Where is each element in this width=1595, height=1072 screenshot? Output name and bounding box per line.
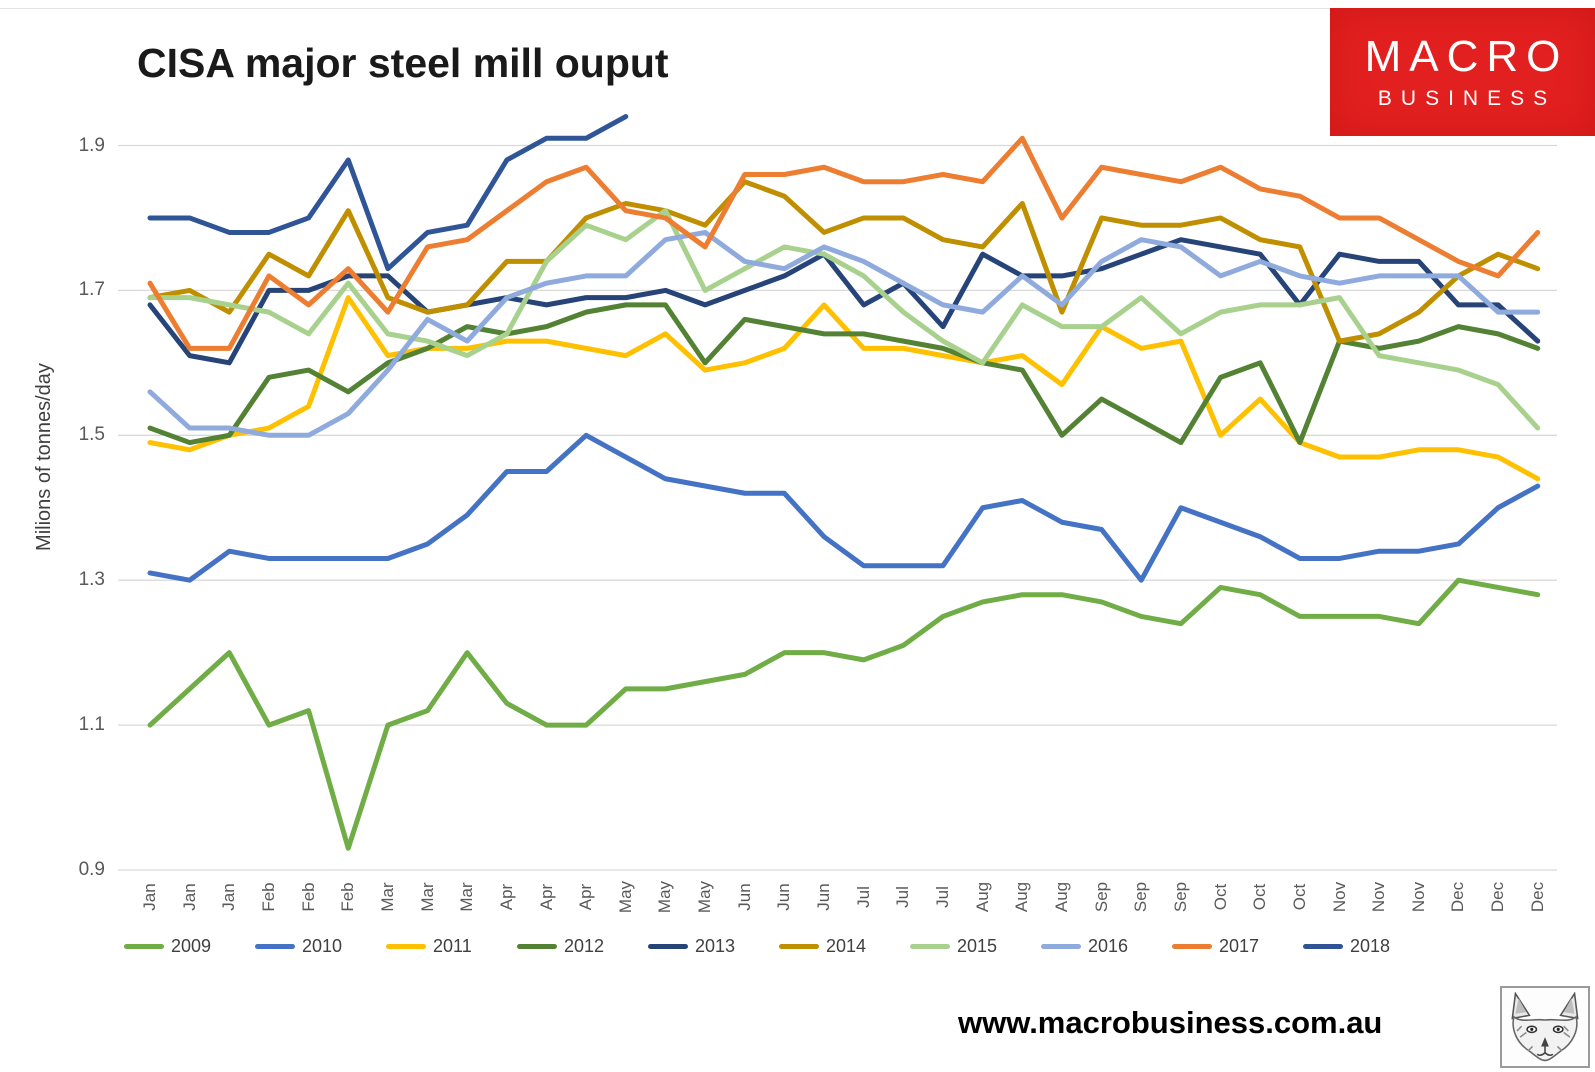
- y-tick-label: 0.9: [78, 859, 105, 880]
- legend-swatch-2018: [1303, 944, 1343, 949]
- x-tick-label: Nov: [1408, 881, 1428, 913]
- macrobusiness-logo: MACRO BUSINESS: [1330, 8, 1595, 136]
- legend-item-2014: 2014: [779, 936, 910, 957]
- x-tick-label: Nov: [1329, 881, 1349, 913]
- x-tick-label: Apr: [496, 883, 516, 911]
- legend-swatch-2012: [517, 944, 557, 949]
- series-line-2010: [147, 432, 1541, 583]
- top-divider: [0, 8, 1595, 9]
- x-tick-label: Jan: [140, 883, 159, 911]
- series-line-2018: [147, 114, 629, 272]
- series-line-2017: [147, 135, 1541, 351]
- legend-label: 2013: [695, 936, 736, 956]
- legend-swatch-2010: [255, 944, 295, 949]
- y-tick-label: 1.3: [78, 569, 105, 591]
- legend-swatch-2011: [386, 944, 426, 949]
- legend-swatch-2013: [648, 944, 688, 949]
- x-tick-label: Feb: [298, 882, 318, 912]
- x-tick-label: Jun: [774, 883, 794, 911]
- x-tick-label: Jul: [933, 886, 952, 908]
- legend-item-2013: 2013: [648, 936, 779, 957]
- x-tick-label: Jul: [853, 886, 873, 908]
- legend-label: 2010: [302, 936, 343, 956]
- x-tick-label: Jul: [893, 886, 913, 908]
- legend-swatch-2015: [910, 944, 950, 949]
- legend-item-2012: 2012: [517, 936, 648, 957]
- x-tick-label: Oct: [1210, 883, 1230, 911]
- series-line-2011: [147, 295, 1541, 482]
- x-tick-label: Oct: [1250, 883, 1270, 911]
- x-tick-label: Sep: [1091, 881, 1111, 913]
- series-line-2012: [147, 302, 1541, 446]
- x-tick-label: Feb: [338, 882, 358, 912]
- logo-text-business: BUSINESS: [1377, 87, 1557, 110]
- legend-swatch-2009: [124, 944, 164, 949]
- footer-url: www.macrobusiness.com.au: [958, 1005, 1383, 1040]
- x-tick-label: Aug: [972, 881, 992, 913]
- x-tick-label: May: [615, 880, 635, 914]
- x-tick-label: Dec: [1448, 881, 1468, 913]
- x-tick-label: Oct: [1289, 883, 1309, 911]
- chart-title: CISA major steel mill ouput: [137, 40, 669, 86]
- x-tick-label: Aug: [1012, 881, 1032, 913]
- x-tick-label: Dec: [1488, 881, 1508, 913]
- x-tick-label: May: [695, 880, 715, 914]
- x-tick-label: Sep: [1170, 881, 1190, 913]
- y-tick-label: 1.9: [78, 134, 105, 156]
- legend-item-2017: 2017: [1172, 936, 1303, 957]
- x-tick-label: Nov: [1369, 881, 1389, 913]
- legend-swatch-2014: [779, 944, 819, 949]
- fox-head-drawing: [1511, 992, 1579, 1062]
- x-tick-label: Dec: [1527, 881, 1547, 913]
- x-tick-label: Jan: [219, 883, 239, 911]
- x-tick-label: Mar: [417, 882, 437, 912]
- legend-item-2018: 2018: [1303, 936, 1434, 957]
- legend-label: 2011: [433, 936, 472, 956]
- fox-head-icon: [1500, 986, 1590, 1068]
- chart-legend: 2009 2010 2011 2012 2013 2014 2015 2016 2017 2018: [124, 936, 1504, 957]
- legend-label: 2016: [1088, 936, 1129, 956]
- y-tick-label: 1.5: [78, 424, 105, 446]
- legend-label: 2017: [1219, 936, 1260, 956]
- x-tick-label: Apr: [576, 883, 596, 911]
- x-tick-label: Feb: [258, 882, 278, 912]
- legend-label: 2012: [564, 936, 605, 956]
- series-line-2009: [147, 577, 1541, 851]
- x-tick-label: Jun: [814, 883, 834, 911]
- series-line-2014: [147, 179, 1541, 344]
- legend-swatch-2017: [1172, 944, 1212, 949]
- legend-label: 2014: [826, 936, 867, 956]
- x-tick-label: Jun: [734, 883, 754, 911]
- legend-item-2010: 2010: [255, 936, 386, 957]
- legend-label: 2009: [171, 936, 212, 956]
- x-tick-label: Aug: [1051, 881, 1071, 913]
- legend-item-2016: 2016: [1041, 936, 1172, 957]
- x-tick-label: Apr: [536, 883, 556, 911]
- y-tick-label: 1.7: [78, 279, 105, 301]
- legend-item-2009: 2009: [124, 936, 255, 957]
- legend-item-2011: 2011: [386, 936, 517, 957]
- x-tick-label: Sep: [1131, 881, 1151, 913]
- y-tick-label: 1.1: [78, 714, 105, 736]
- x-tick-label: May: [655, 880, 675, 914]
- legend-swatch-2016: [1041, 944, 1081, 949]
- logo-text-macro: MACRO: [1364, 32, 1569, 81]
- legend-label: 2018: [1350, 936, 1391, 956]
- x-tick-label: Mar: [457, 882, 477, 912]
- x-tick-label: Mar: [377, 882, 397, 912]
- legend-item-2015: 2015: [910, 936, 1041, 957]
- series-line-2013: [147, 237, 1541, 366]
- series-line-2015: [147, 208, 1541, 431]
- x-tick-label: Jan: [179, 883, 199, 911]
- series-line-2016: [147, 229, 1541, 438]
- legend-label: 2015: [957, 936, 998, 956]
